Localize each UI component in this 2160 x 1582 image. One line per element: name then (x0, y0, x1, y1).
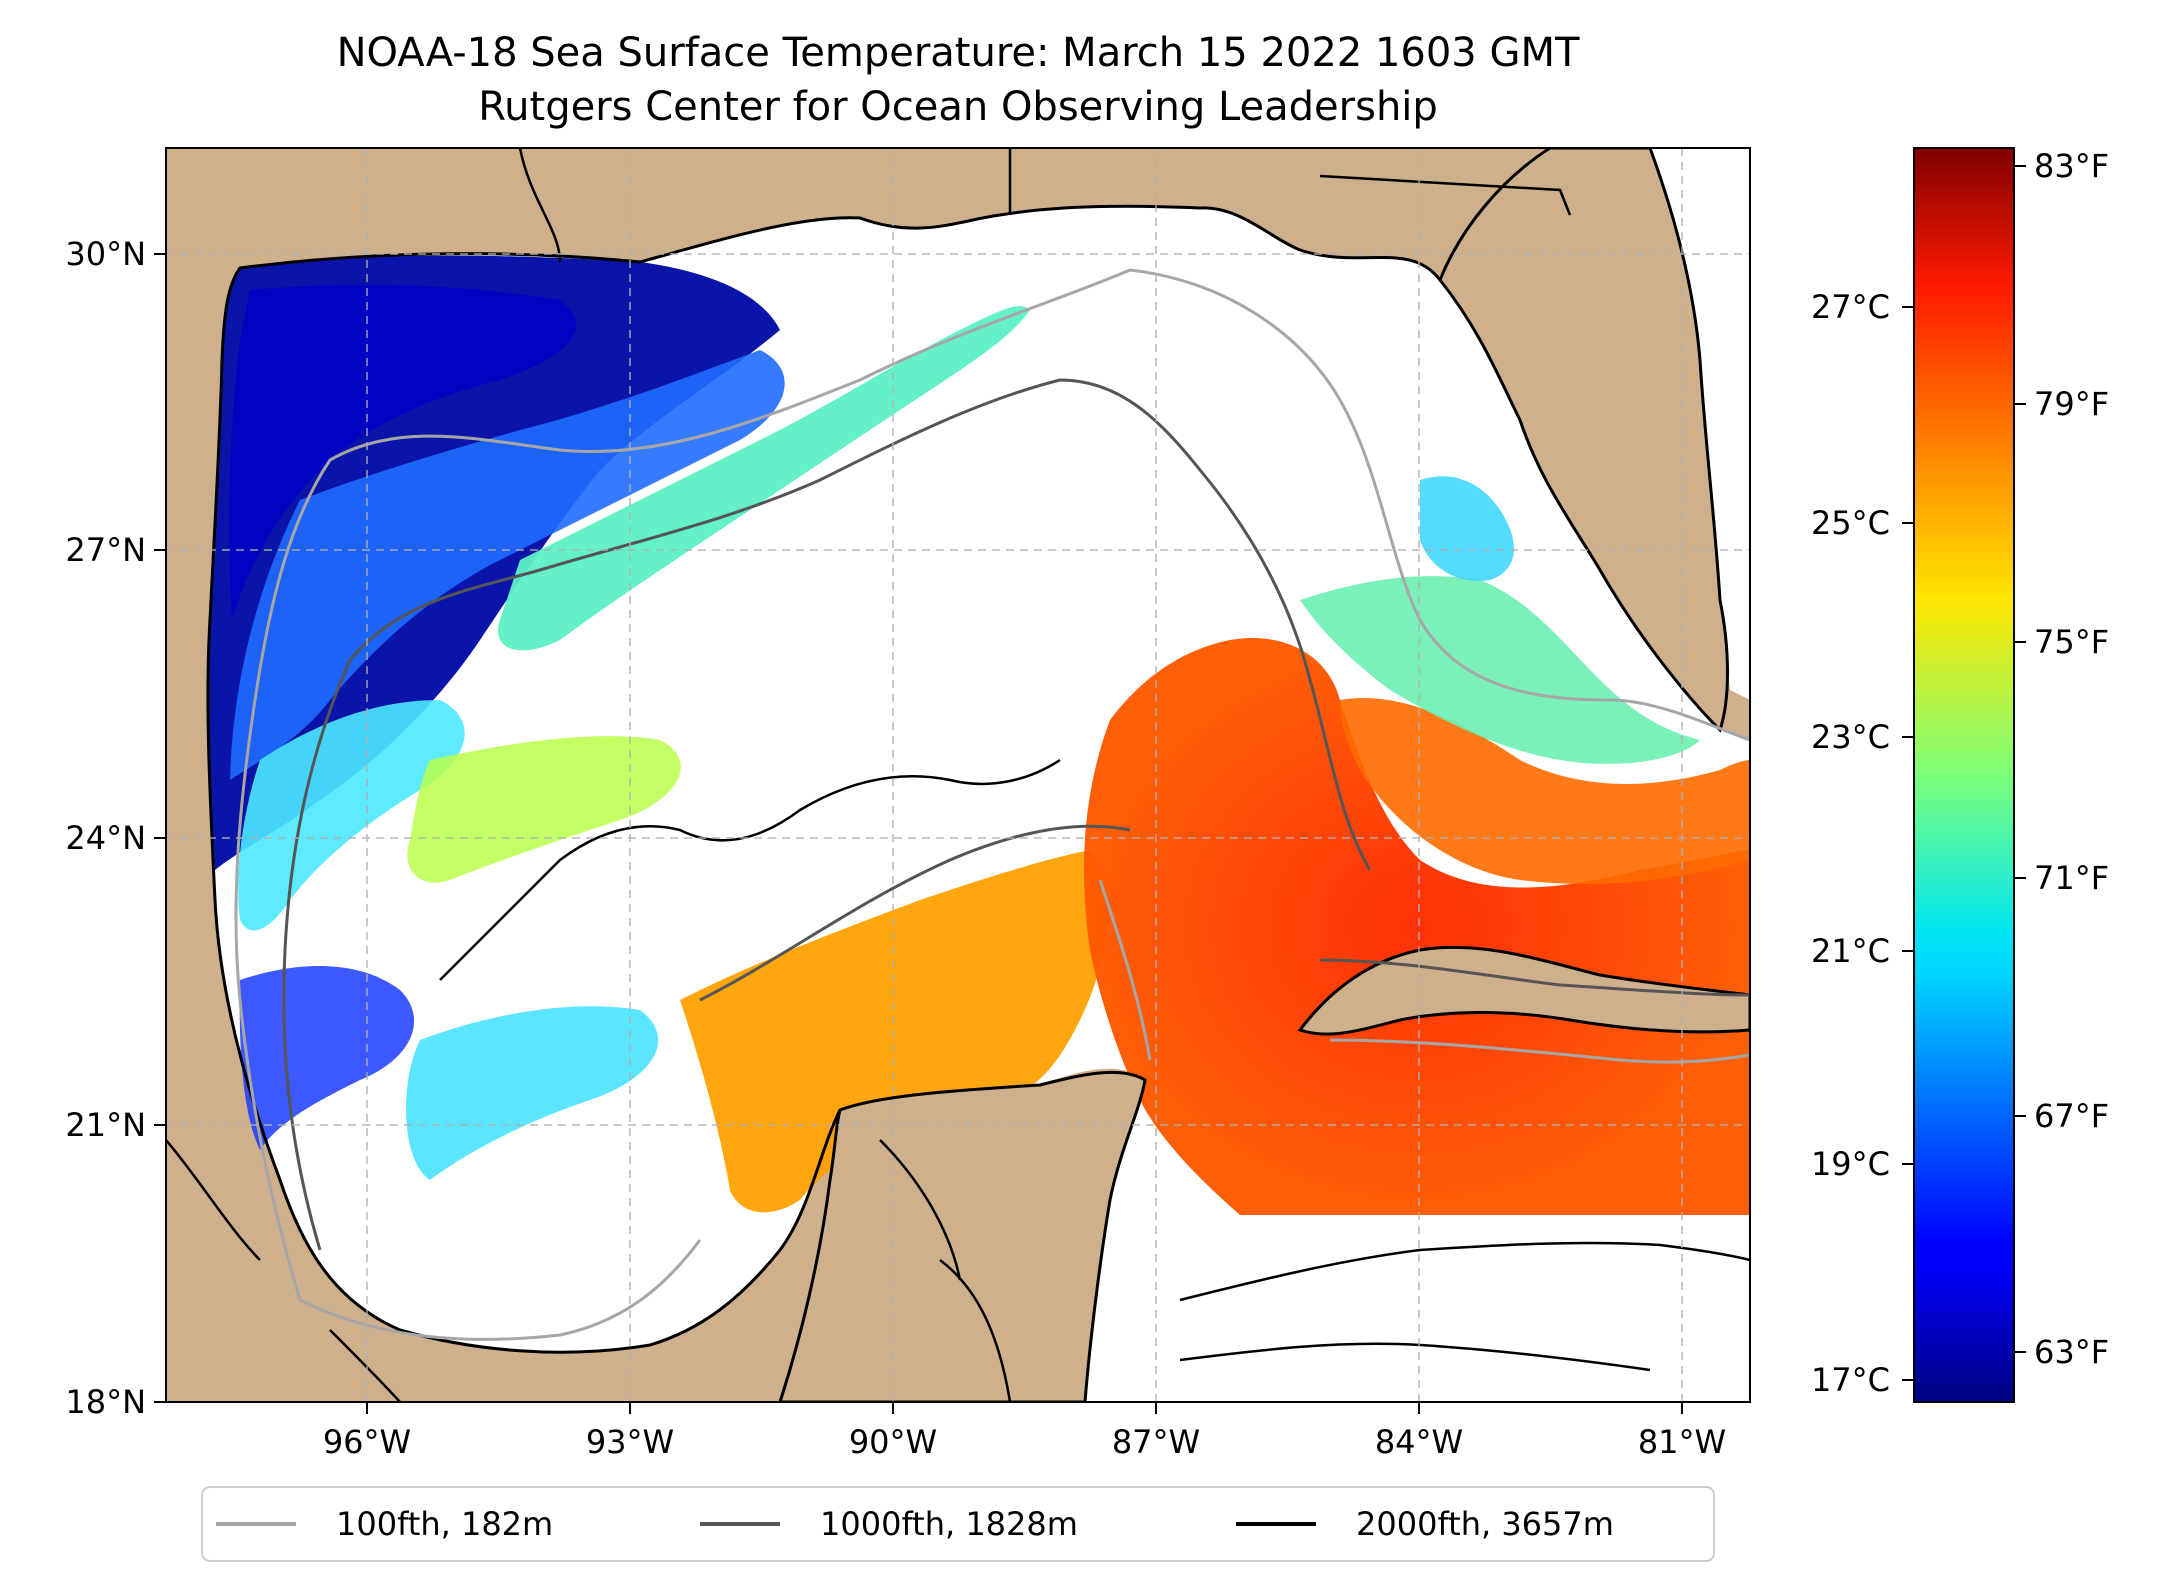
legend-label-1000fth: 1000fth, 1828m (820, 1505, 1078, 1543)
fahrenheit-tick-label: 71°F (2034, 859, 2109, 897)
lat-tick-label: 21°N (65, 1106, 146, 1144)
atlantic-ocean (1640, 148, 1750, 700)
florida-peninsula (1438, 148, 1729, 733)
colorbar (1913, 147, 2015, 1403)
boundary-lines (166, 148, 1572, 1402)
sst-blue-band (230, 350, 785, 780)
yucatan-peninsula (778, 1070, 1147, 1402)
fahrenheit-tick-label: 75°F (2034, 623, 2109, 661)
sst-cyan-tongue (498, 306, 1030, 651)
celsius-tick-label: 27°C (1811, 288, 1890, 326)
sst-orange-south (680, 850, 1109, 1213)
sst-cyan-sw (406, 1006, 659, 1180)
map-panel (166, 148, 1750, 1402)
celsius-tick-label: 19°C (1811, 1145, 1890, 1183)
map-gridlines (166, 148, 1750, 1402)
colorbar-fahrenheit-ticks (2014, 165, 2026, 1353)
colorbar-celsius-ticks (1902, 306, 1914, 1381)
sst-yellowgreen-patches (407, 736, 681, 883)
celsius-tick-label: 17°C (1811, 1361, 1890, 1399)
sst-cold-nw-core (229, 284, 577, 620)
sst-green-fl-shelf (1300, 576, 1700, 764)
lat-axis (154, 253, 166, 1403)
lon-tick-label: 90°W (849, 1423, 937, 1461)
celsius-tick-label: 23°C (1811, 718, 1890, 756)
figure-title-line-2: Rutgers Center for Ocean Observing Leade… (478, 84, 1438, 130)
contour-100fth (234, 268, 1750, 1341)
cuba-island (1297, 945, 1750, 1036)
lat-tick-label: 18°N (65, 1383, 146, 1421)
coastline-west (206, 359, 842, 1354)
lon-tick-label: 93°W (586, 1423, 674, 1461)
lon-tick-label: 84°W (1375, 1423, 1463, 1461)
fahrenheit-tick-label: 67°F (2034, 1097, 2109, 1135)
lat-tick-label: 24°N (65, 819, 146, 857)
legend-label-100fth: 100fth, 182m (336, 1505, 553, 1543)
lon-tick-label: 96°W (323, 1423, 411, 1461)
fahrenheit-tick-label: 63°F (2034, 1333, 2109, 1371)
sst-cyan-fl-coast (1420, 476, 1514, 581)
contour-2000fth (439, 758, 1750, 1372)
fahrenheit-tick-label: 79°F (2034, 385, 2109, 423)
sst-warm-loop (1084, 638, 1750, 1215)
contour-1000fth (282, 378, 1750, 1251)
map-frame (165, 147, 1751, 1403)
celsius-tick-label: 25°C (1811, 504, 1890, 542)
lon-axis (366, 1402, 1683, 1414)
celsius-tick-label: 21°C (1811, 932, 1890, 970)
figure-title-line-1: NOAA-18 Sea Surface Temperature: March 1… (337, 30, 1580, 76)
fahrenheit-tick-label: 83°F (2034, 147, 2109, 185)
legend-frame (201, 1486, 1715, 1562)
sst-cyan-patches-west (238, 700, 465, 931)
lat-tick-label: 30°N (65, 235, 146, 273)
coastline-north (220, 204, 1442, 361)
lat-tick-label: 27°N (65, 531, 146, 569)
lon-tick-label: 87°W (1112, 1423, 1200, 1461)
legend-label-2000fth: 2000fth, 3657m (1356, 1505, 1614, 1543)
lon-tick-label: 81°W (1638, 1423, 1726, 1461)
contour-legend: 100fth, 182m 1000fth, 1828m 2000fth, 365… (201, 1486, 1715, 1562)
